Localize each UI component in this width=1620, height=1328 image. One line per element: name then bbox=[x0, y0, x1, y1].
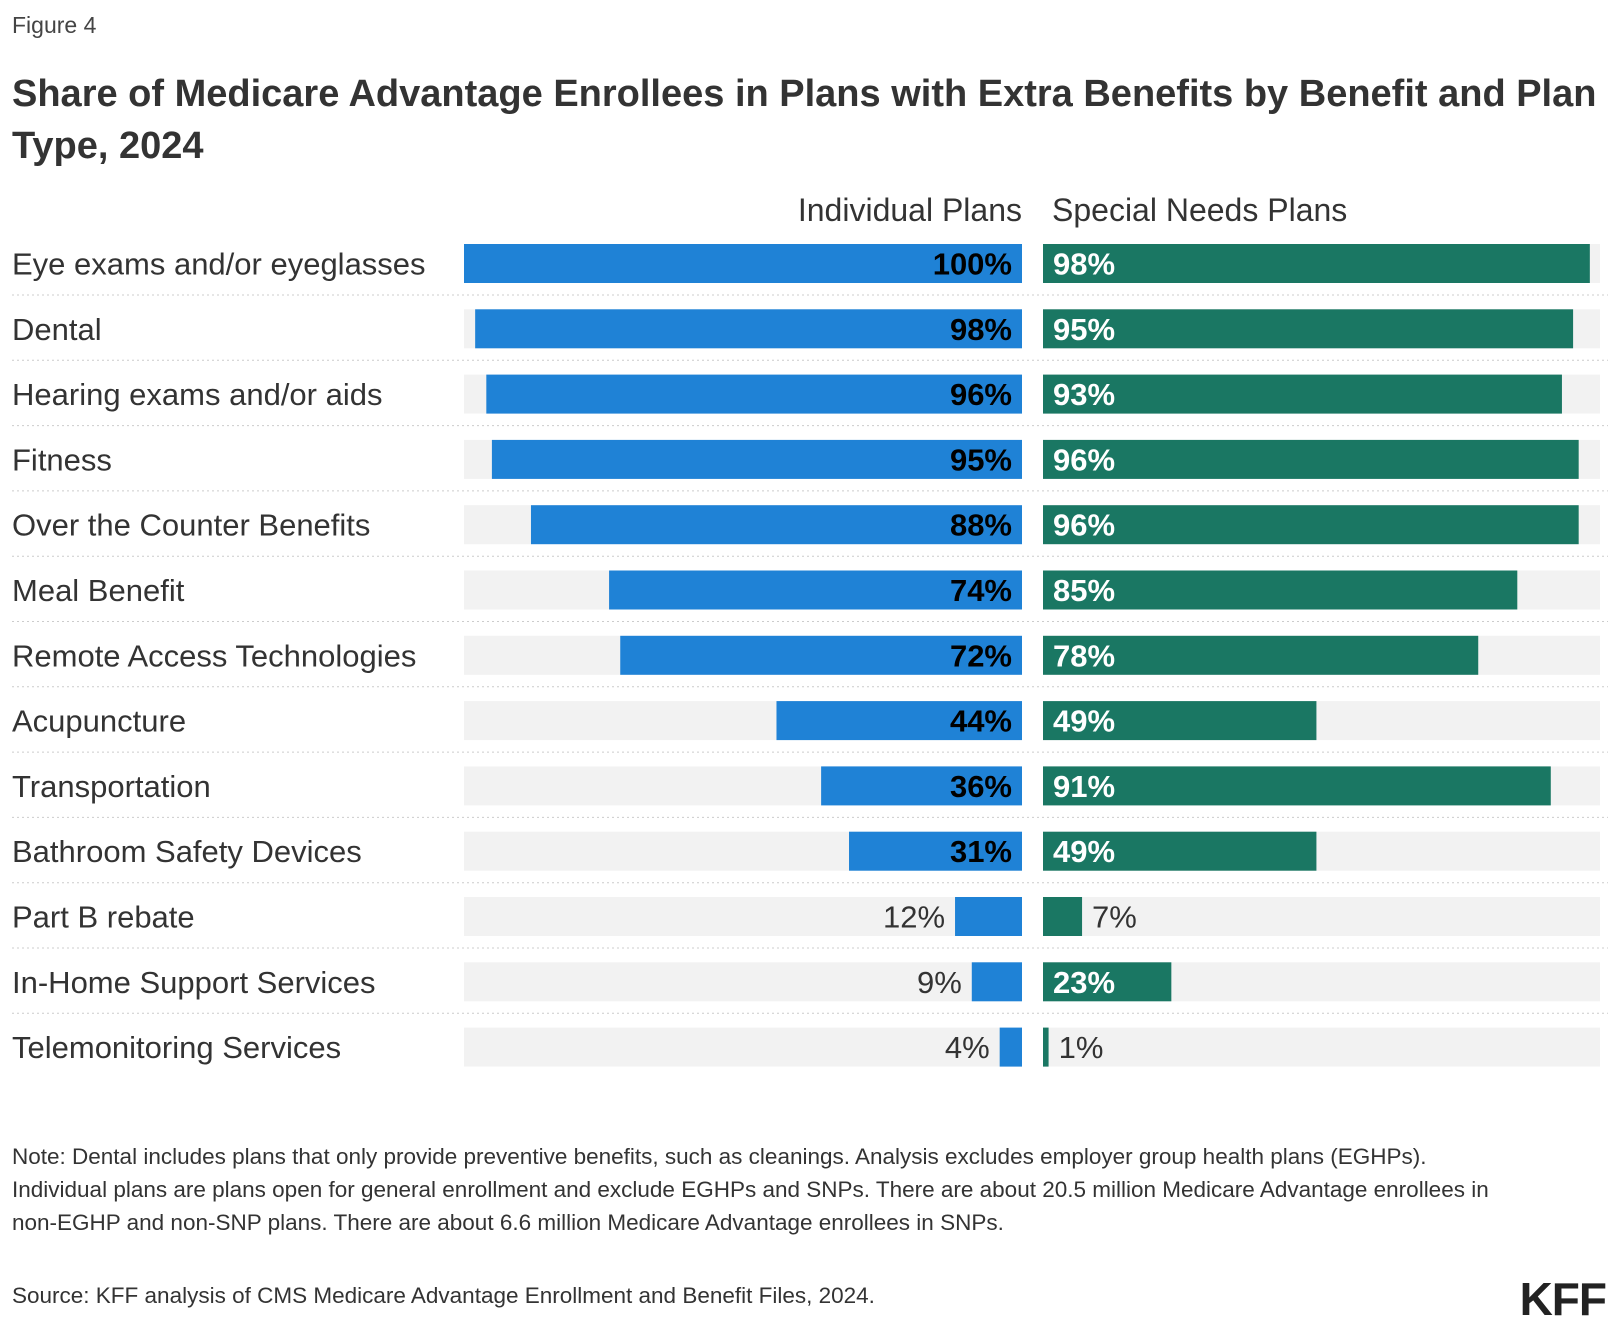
kff-logo: KFF bbox=[1519, 1273, 1607, 1325]
data-label-individual: 36% bbox=[950, 769, 1012, 804]
data-label-snp: 7% bbox=[1092, 900, 1137, 935]
chart-note: Note: Dental includes plans that only pr… bbox=[12, 1144, 1489, 1235]
bar-individual bbox=[609, 570, 1022, 610]
category-label: Bathroom Safety Devices bbox=[12, 834, 362, 869]
data-label-individual: 100% bbox=[933, 247, 1012, 282]
category-label: Eye exams and/or eyeglasses bbox=[12, 247, 426, 282]
track-individual bbox=[464, 897, 1022, 936]
bar-snp bbox=[1043, 701, 1317, 741]
bar-individual bbox=[620, 635, 1022, 675]
column-header-individual: Individual Plans bbox=[797, 192, 1022, 228]
data-label-individual: 4% bbox=[945, 1030, 990, 1065]
column-header-snp: Special Needs Plans bbox=[1052, 192, 1348, 228]
bar-snp bbox=[1043, 244, 1590, 283]
data-label-individual: 98% bbox=[950, 312, 1012, 347]
category-label: Telemonitoring Services bbox=[12, 1030, 341, 1065]
category-label: Fitness bbox=[12, 442, 112, 477]
bar-snp bbox=[1043, 962, 1172, 1002]
chart-source: Source: KFF analysis of CMS Medicare Adv… bbox=[12, 1283, 875, 1308]
category-label: Over the Counter Benefits bbox=[12, 508, 370, 543]
bar-snp bbox=[1043, 505, 1579, 545]
bar-individual bbox=[776, 701, 1022, 741]
data-label-individual: 44% bbox=[950, 704, 1012, 739]
bar-individual bbox=[971, 962, 1022, 1002]
data-label-individual: 31% bbox=[950, 834, 1012, 869]
bar-snp bbox=[1043, 766, 1551, 806]
bar-snp bbox=[1043, 309, 1574, 349]
category-label: Remote Access Technologies bbox=[12, 638, 416, 673]
data-label-snp: 78% bbox=[1053, 638, 1115, 673]
category-label: Part B rebate bbox=[12, 900, 195, 935]
figure-label: Figure 4 bbox=[12, 12, 97, 38]
bar-snp bbox=[1043, 1027, 1049, 1067]
data-label-snp: 91% bbox=[1053, 769, 1115, 804]
category-label: Dental bbox=[12, 312, 102, 347]
data-label-snp: 93% bbox=[1053, 377, 1115, 412]
bar-individual bbox=[821, 766, 1022, 806]
bar-individual bbox=[530, 505, 1022, 545]
bar-individual bbox=[849, 831, 1022, 871]
data-label-individual: 12% bbox=[883, 900, 945, 935]
category-label: Acupuncture bbox=[12, 704, 186, 739]
bar-snp bbox=[1043, 897, 1083, 936]
data-label-snp: 96% bbox=[1053, 508, 1115, 543]
bar-individual bbox=[486, 374, 1022, 414]
data-label-individual: 95% bbox=[950, 442, 1012, 477]
chart-title: Share of Medicare Advantage Enrollees in… bbox=[12, 73, 1597, 167]
bar-snp bbox=[1043, 439, 1579, 479]
category-label: Meal Benefit bbox=[12, 573, 185, 608]
track-snp bbox=[1043, 1027, 1600, 1067]
bar-snp bbox=[1043, 570, 1518, 610]
track-snp bbox=[1043, 897, 1600, 936]
bar-individual bbox=[475, 309, 1022, 349]
bar-chart: Eye exams and/or eyeglasses 100% 98% Dental… bbox=[12, 244, 1608, 1067]
data-label-individual: 74% bbox=[950, 573, 1012, 608]
data-label-snp: 49% bbox=[1053, 834, 1115, 869]
data-label-snp: 1% bbox=[1059, 1030, 1104, 1065]
category-label: Hearing exams and/or aids bbox=[12, 377, 382, 412]
data-label-individual: 96% bbox=[950, 377, 1012, 412]
data-label-snp: 23% bbox=[1053, 965, 1115, 1000]
bar-snp bbox=[1043, 635, 1479, 675]
data-label-snp: 95% bbox=[1053, 312, 1115, 347]
bar-individual bbox=[955, 897, 1022, 936]
track-individual bbox=[464, 1027, 1022, 1067]
bar-individual bbox=[491, 439, 1022, 479]
track-individual bbox=[464, 962, 1022, 1002]
category-label: In-Home Support Services bbox=[12, 965, 376, 1000]
data-label-individual: 72% bbox=[950, 638, 1012, 673]
data-label-snp: 96% bbox=[1053, 442, 1115, 477]
bar-individual bbox=[464, 244, 1022, 283]
data-label-individual: 88% bbox=[950, 508, 1012, 543]
bar-snp bbox=[1043, 831, 1317, 871]
bar-snp bbox=[1043, 374, 1562, 414]
data-label-snp: 85% bbox=[1053, 573, 1115, 608]
data-label-snp: 98% bbox=[1053, 247, 1115, 282]
bar-individual bbox=[999, 1027, 1022, 1067]
data-label-snp: 49% bbox=[1053, 704, 1115, 739]
category-label: Transportation bbox=[12, 769, 211, 804]
data-label-individual: 9% bbox=[917, 965, 962, 1000]
